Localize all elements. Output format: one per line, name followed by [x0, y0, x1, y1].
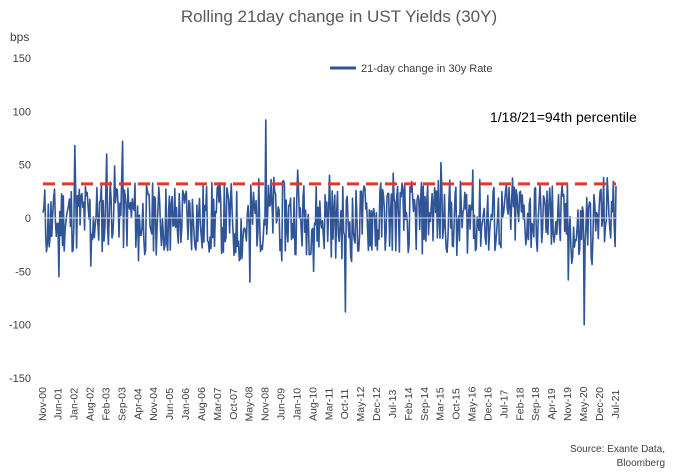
x-tick-label: Nov-08: [260, 387, 272, 421]
source-line-2: Bloomberg: [617, 458, 665, 469]
x-tick-label: Aug-10: [307, 387, 319, 421]
x-tick-label: Jun-01: [53, 388, 65, 420]
y-tick-label: 50: [19, 160, 31, 172]
percentile-annotation: 1/18/21=94th percentile: [490, 109, 637, 125]
x-tick-label: Jan-02: [69, 388, 81, 420]
x-tick-label: Aug-02: [85, 387, 97, 421]
x-tick-label: Nov-00: [37, 387, 49, 421]
legend-label: 21-day change in 30y Rate: [361, 63, 492, 75]
x-tick-label: Mar-11: [323, 388, 335, 421]
x-tick-label: Oct-15: [451, 388, 463, 420]
x-tick-label: Apr-04: [132, 388, 144, 420]
x-tick-label: Jun-09: [276, 388, 288, 420]
x-tick-label: Dec-16: [482, 387, 494, 421]
x-tick-label: Dec-12: [371, 387, 383, 421]
x-tick-label: Oct-07: [228, 388, 240, 420]
x-tick-label: Nov-04: [148, 387, 160, 421]
y-tick-label: 0: [25, 213, 31, 225]
x-tick-label: Apr-19: [546, 388, 558, 420]
x-tick-label: Oct-11: [339, 388, 351, 419]
x-tick-label: Jul-17: [498, 390, 510, 419]
x-tick-label: Mar-15: [435, 387, 447, 420]
y-axis-label: bps: [10, 30, 29, 44]
y-tick-label: -50: [15, 266, 31, 278]
x-tick-label: Jul-21: [610, 390, 622, 419]
source-line-1: Source: Exante Data,: [570, 444, 665, 455]
x-tick-label: Dec-20: [594, 387, 606, 421]
y-tick-label: -100: [9, 320, 31, 332]
x-tick-label: May-08: [244, 386, 256, 421]
x-tick-label: May-12: [355, 386, 367, 421]
x-tick-label: Sep-14: [419, 387, 431, 421]
x-tick-label: May-16: [467, 386, 479, 421]
x-tick-label: Feb-18: [514, 387, 526, 420]
x-tick-label: Feb-14: [403, 387, 415, 420]
x-tick-label: May-20: [578, 386, 590, 421]
x-tick-label: Jul-13: [387, 390, 399, 419]
x-tick-label: Sep-03: [116, 387, 128, 421]
x-tick-label: Feb-03: [100, 387, 112, 420]
series-30y-rate-line: [42, 119, 617, 326]
x-tick-label: Sep-18: [530, 387, 542, 421]
x-tick-label: Jun-05: [164, 388, 176, 420]
x-tick-label: Nov-19: [562, 387, 574, 421]
legend: 21-day change in 30y Rate: [330, 63, 492, 75]
series-line-group: [42, 119, 617, 326]
x-axis: Nov-00 Jun-01 Jan-02 Aug-02 Feb-03 Sep-03 Apr-…: [37, 386, 622, 421]
x-tick-label: Aug-06: [196, 387, 208, 421]
chart-title: Rolling 21day change in UST Yields (30Y): [181, 7, 497, 26]
y-tick-label: -150: [9, 373, 31, 385]
x-tick-label: Jan-06: [180, 388, 192, 420]
x-tick-label: Jan-10: [291, 388, 303, 420]
y-tick-label: 100: [13, 106, 31, 118]
y-axis: 150 100 50 0 -50 -100 -150: [9, 53, 31, 385]
x-tick-label: Mar-07: [212, 387, 224, 420]
y-tick-label: 150: [13, 53, 31, 65]
